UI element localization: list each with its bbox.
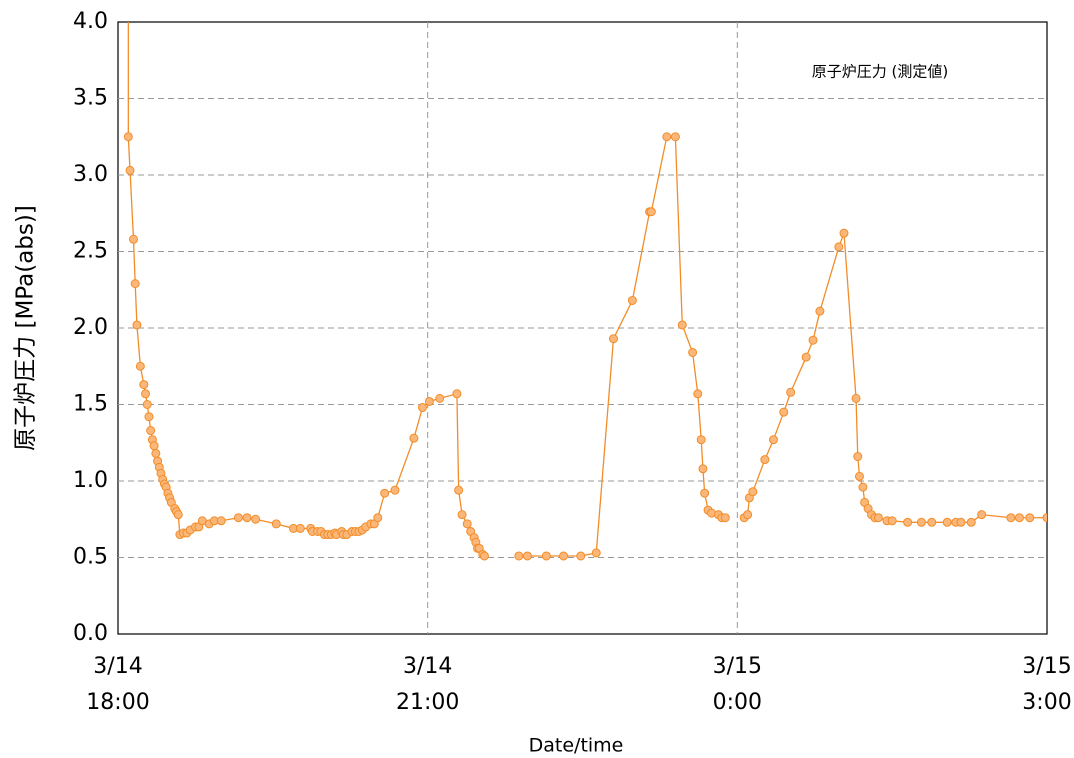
marker	[693, 389, 703, 399]
marker	[720, 513, 730, 523]
marker	[977, 510, 987, 520]
marker	[760, 455, 770, 465]
y-tick-label: 3.0	[73, 162, 108, 187]
marker	[457, 510, 467, 520]
marker	[700, 488, 710, 498]
marker	[887, 516, 897, 526]
marker	[942, 517, 952, 527]
marker	[698, 464, 708, 474]
marker	[452, 389, 462, 399]
marker	[141, 389, 151, 399]
y-tick-label: 2.5	[73, 239, 108, 264]
y-tick-label: 2.0	[73, 315, 108, 340]
marker	[125, 165, 135, 175]
marker	[839, 228, 849, 238]
marker	[779, 407, 789, 417]
marker	[462, 519, 472, 529]
marker	[409, 433, 419, 443]
marker	[956, 517, 966, 527]
marker	[146, 426, 156, 436]
marker	[424, 396, 434, 406]
marker	[696, 435, 706, 445]
marker	[149, 441, 159, 451]
marker	[233, 513, 243, 523]
marker	[801, 352, 811, 362]
marker	[123, 132, 133, 142]
marker	[851, 393, 861, 403]
marker	[786, 387, 796, 397]
marker	[271, 519, 281, 529]
marker	[677, 320, 687, 330]
y-tick-label: 1.5	[73, 392, 108, 417]
marker	[1006, 513, 1016, 523]
x-tick-label: 3/14 18:00	[86, 654, 149, 715]
series	[123, 22, 1047, 561]
y-tick-label: 1.0	[73, 468, 108, 493]
marker	[670, 132, 680, 142]
marker	[130, 279, 140, 289]
marker	[927, 517, 937, 527]
marker	[815, 306, 825, 316]
marker	[768, 435, 778, 445]
marker	[390, 485, 400, 495]
marker	[591, 548, 601, 558]
marker	[514, 551, 524, 561]
marker	[916, 517, 926, 527]
marker	[142, 400, 152, 409]
marker	[128, 234, 138, 244]
x-tick-label: 3/15 0:00	[713, 654, 762, 715]
marker	[418, 403, 428, 413]
y-tick-label: 3.5	[73, 86, 108, 111]
marker	[132, 320, 142, 330]
marker	[173, 510, 183, 520]
marker	[903, 517, 913, 527]
legend-text: 原子炉圧力 (測定値)	[812, 63, 948, 81]
marker	[1014, 513, 1024, 523]
y-tick-label: 0.0	[73, 621, 108, 646]
marker	[454, 485, 464, 495]
marker	[216, 516, 226, 526]
marker	[559, 551, 569, 561]
marker	[743, 510, 753, 520]
marker	[139, 380, 149, 390]
marker	[858, 482, 868, 492]
y-tick-label: 0.5	[73, 545, 108, 570]
marker	[1042, 513, 1047, 523]
marker	[662, 132, 672, 142]
marker	[748, 487, 758, 497]
marker	[373, 513, 383, 523]
marker	[576, 551, 586, 561]
line	[127, 22, 1047, 557]
marker	[522, 551, 532, 561]
marker	[1025, 513, 1035, 523]
marker	[251, 514, 261, 524]
x-tick-label: 3/14 21:00	[396, 654, 459, 715]
marker	[135, 361, 145, 371]
marker	[151, 448, 161, 458]
marker	[479, 551, 489, 561]
marker	[854, 471, 864, 481]
marker	[541, 551, 551, 561]
marker	[144, 412, 154, 422]
x-axis-title: Date/time	[529, 735, 624, 757]
marker	[834, 242, 844, 252]
y-tick-label: 4.0	[73, 9, 108, 34]
marker	[966, 517, 976, 527]
marker	[608, 334, 618, 344]
marker	[242, 513, 252, 523]
marker	[435, 393, 445, 403]
marker	[808, 335, 818, 345]
marker	[853, 452, 863, 462]
y-axis-title: 原子炉圧力 [MPa(abs)]	[13, 205, 39, 451]
marker	[688, 347, 698, 357]
marker	[873, 513, 883, 523]
x-tick-label: 3/15 3:00	[1022, 654, 1071, 715]
marker	[380, 488, 390, 498]
marker	[627, 295, 637, 305]
marker	[646, 207, 656, 217]
marker	[295, 523, 305, 533]
